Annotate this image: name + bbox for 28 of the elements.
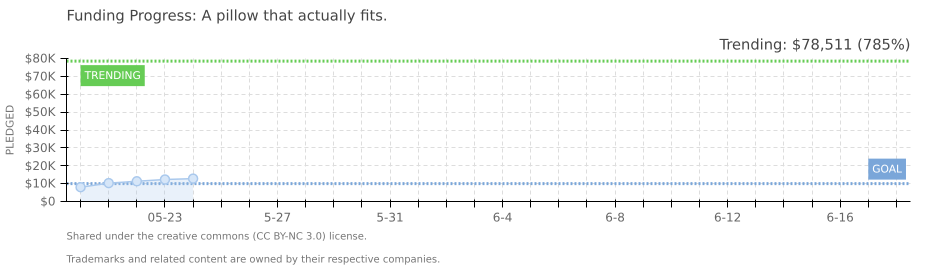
y-tick-label: $10K: [24, 176, 57, 191]
y-tick-label: $70K: [24, 69, 57, 84]
y-tick-label: $30K: [24, 140, 57, 155]
y-tick-label: $0: [40, 194, 56, 208]
y-tick-label: $40K: [24, 123, 57, 137]
x-tick-label: 6-16: [826, 210, 854, 224]
ref-line-label: TRENDING: [84, 69, 141, 82]
text: Trademarks and related content are owned by their respective companies.: [66, 254, 440, 266]
x-tick-label: 6-12: [714, 210, 742, 224]
ref-line-label: GOAL: [872, 162, 902, 176]
text: Shared under the creative commons (CC BY-NC 3.0) license.: [66, 232, 368, 242]
point: [188, 173, 198, 184]
point: [160, 174, 170, 185]
y-tick-label: $20K: [24, 158, 57, 173]
chart-title: Funding Progress: A pillow that actually fits.: [66, 8, 388, 24]
point: [103, 178, 114, 188]
x-tick-label: 05-23: [148, 210, 182, 224]
y-tick-label: $50K: [24, 105, 57, 120]
point: [75, 182, 86, 192]
x-tick-label: 6-8: [605, 210, 625, 224]
x-tick-label: 5-27: [264, 210, 292, 224]
x-tick-label: 6-4: [492, 210, 512, 224]
y-axis-title: PLEDGED: [4, 104, 17, 156]
y-tick-label: $80K: [24, 52, 57, 66]
point: [132, 176, 142, 187]
y-tick-label: $60K: [24, 87, 57, 102]
x-tick-label: 5-31: [376, 210, 404, 224]
chart-subtitle: Trending: $78,511 (785%): [718, 36, 911, 54]
